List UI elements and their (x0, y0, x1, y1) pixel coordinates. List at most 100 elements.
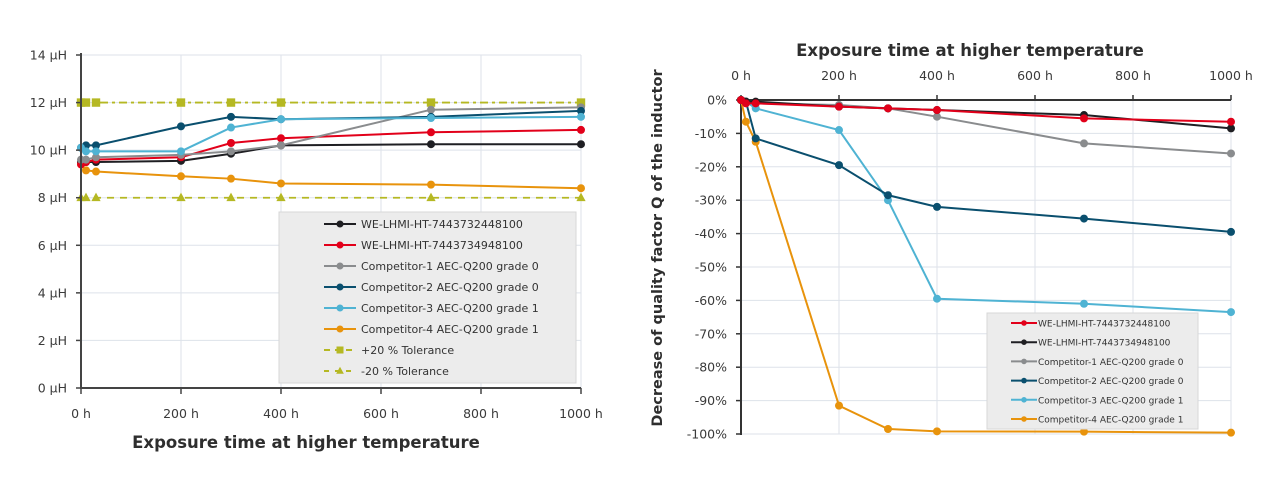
right-y-tick-label: -10% (695, 126, 727, 141)
left-data-point (427, 140, 435, 149)
right-legend-swatch-marker (1021, 320, 1027, 326)
left-x-tick-label: 0 h (71, 406, 91, 421)
left-legend-label: Competitor-4 AEC-Q200 grade 1 (361, 323, 539, 336)
right-data-point (1080, 114, 1088, 123)
right-x-tick-label: 200 h (821, 68, 857, 83)
left-data-point (176, 98, 186, 107)
left-legend-swatch-marker (336, 366, 344, 374)
right-series-line (740, 99, 1232, 233)
right-legend-label: Competitor-4 AEC-Q200 grade 1 (1038, 416, 1183, 426)
left-data-point (227, 112, 235, 121)
right-legend-swatch-marker (1021, 339, 1027, 346)
left-legend-swatch-marker (336, 283, 344, 291)
left-axes: 0 µH 2 µH 4 µH 6 µH 8 µH 10 µH 12 µH 14 µH 0 h 20… (30, 48, 603, 422)
left-data-point (577, 125, 585, 134)
left-data-point (82, 147, 90, 156)
right-legend-label: Competitor-1 AEC-Q200 grade 0 (1038, 358, 1184, 368)
right-data-point (1080, 139, 1088, 148)
right-legend-swatch-marker (1021, 358, 1027, 365)
right-x-tick-label: 400 h (919, 68, 955, 83)
right-y-tick-label: -50% (695, 260, 727, 275)
left-legend-label: +20 % Tolerance (361, 344, 454, 357)
right-series (737, 96, 1235, 437)
right-legend-swatch-marker (1021, 416, 1027, 422)
left-data-point (91, 192, 101, 202)
left-x-tick-label: 1000 h (559, 406, 603, 421)
right-data-point (751, 99, 760, 108)
left-y-tick-label: 12 µH (30, 95, 67, 110)
left-legend-swatch-marker (336, 325, 344, 333)
left-data-point (427, 180, 435, 189)
left-data-point (177, 147, 185, 156)
inductance-chart: 0 µH 2 µH 4 µH 6 µH 8 µH 10 µH 12 µH 14 µH 0 h 20… (30, 48, 603, 453)
left-y-tick-label: 6 µH (38, 238, 67, 253)
left-legend: WE-LHMI-HT-7443732448100 WE-LHMI-HT-74437… (278, 211, 577, 384)
right-data-point (1080, 214, 1088, 223)
left-legend-label: WE-LHMI-HT-7443734948100 (361, 239, 523, 252)
right-data-point (933, 202, 941, 211)
left-data-point (427, 105, 435, 114)
left-y-tick-label: 14 µH (30, 48, 67, 63)
left-data-point (81, 98, 91, 107)
left-legend-box (278, 211, 577, 384)
left-data-point (92, 147, 100, 156)
right-data-point (933, 112, 941, 121)
left-legend-label: Competitor-1 AEC-Q200 grade 0 (361, 260, 539, 273)
left-data-point (91, 98, 101, 107)
left-legend-swatch-marker (336, 262, 344, 270)
right-legend: WE-LHMI-HT-7443732448100 WE-LHMI-HT-74437… (986, 312, 1199, 430)
left-data-point (227, 139, 235, 148)
right-y-tick-label: -100% (687, 427, 727, 442)
right-series-line (740, 99, 1232, 314)
left-y-tick-label: 0 µH (38, 381, 67, 396)
right-data-point (1227, 124, 1235, 133)
right-data-point (835, 401, 843, 410)
left-data-point (177, 172, 185, 181)
left-legend-label: Competitor-2 AEC-Q200 grade 0 (361, 281, 539, 294)
right-data-point (1227, 117, 1235, 126)
left-data-point (82, 166, 90, 175)
right-data-point (1227, 308, 1235, 317)
right-y-axis-title: Decrease of quality factor Q of the indu… (650, 69, 666, 427)
right-legend-label: Competitor-3 AEC-Q200 grade 1 (1038, 396, 1183, 406)
right-y-tick-label: -80% (695, 360, 727, 375)
left-data-point (177, 122, 185, 131)
right-legend-swatch-marker (1021, 377, 1027, 384)
left-legend-label: Competitor-3 AEC-Q200 grade 1 (361, 302, 539, 315)
right-y-tick-label: -90% (695, 393, 727, 408)
left-x-tick-label: 600 h (363, 406, 399, 421)
right-legend-box (986, 312, 1199, 430)
left-data-point (82, 155, 90, 164)
left-data-point (227, 147, 235, 156)
left-data-point (427, 114, 435, 123)
right-x-tick-label: 1000 h (1209, 68, 1253, 83)
left-data-point (276, 98, 286, 107)
right-data-point (835, 102, 843, 111)
left-legend-swatch-marker (336, 346, 344, 354)
right-data-point (1227, 428, 1235, 437)
left-data-point (277, 179, 285, 188)
right-data-point (884, 104, 892, 113)
left-x-tick-label: 800 h (463, 406, 499, 421)
left-data-point (176, 192, 186, 202)
right-data-point (741, 117, 750, 126)
right-data-point (741, 99, 750, 108)
right-y-tick-label: -70% (695, 326, 727, 341)
right-data-point (835, 161, 843, 170)
right-data-point (1080, 299, 1088, 308)
right-data-point (751, 134, 760, 143)
right-data-point (884, 424, 892, 433)
left-data-point (427, 128, 435, 137)
right-x-tick-label: 600 h (1017, 68, 1053, 83)
left-data-point (577, 112, 585, 121)
left-data-point (92, 167, 100, 176)
left-data-point (81, 192, 91, 202)
left-data-point (576, 192, 586, 202)
right-y-tick-label: -20% (695, 159, 727, 174)
right-y-tick-label: -40% (695, 226, 727, 241)
left-data-point (227, 123, 235, 132)
left-data-point (426, 192, 436, 202)
left-data-point (92, 153, 100, 162)
right-data-point (933, 294, 941, 303)
